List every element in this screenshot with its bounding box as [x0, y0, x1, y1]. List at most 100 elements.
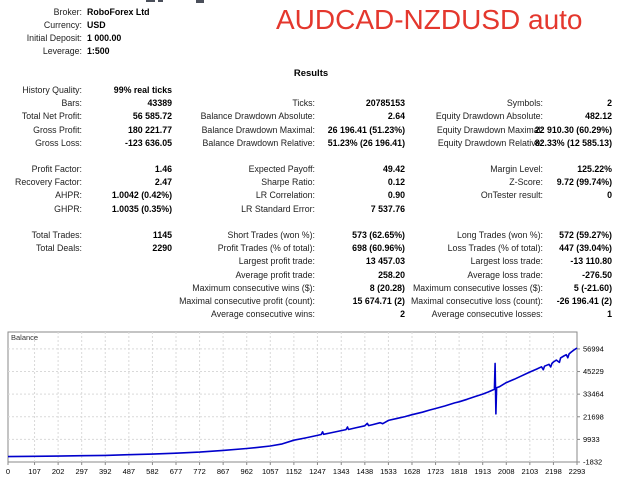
x-tick-label: 867 — [217, 467, 230, 476]
result-value: 1.0042 (0.42%) — [111, 190, 172, 201]
result-value: 7 537.76 — [370, 203, 405, 214]
result-label: Maximal consecutive profit (count): — [179, 295, 315, 306]
result-value: 99% real ticks — [113, 85, 172, 95]
result-value: 49.42 — [382, 164, 405, 174]
result-label: Total Net Profit: — [21, 111, 82, 122]
account-info-label: Broker: — [53, 7, 82, 17]
result-value — [82, 255, 172, 268]
result-value: 0 — [607, 190, 612, 201]
x-tick-label: 0 — [6, 467, 10, 476]
result-value: 258.20 — [378, 269, 405, 280]
result-label: Maximum consecutive wins ($): — [192, 282, 315, 293]
result-value: 2.47 — [154, 177, 172, 188]
result-value — [82, 269, 172, 282]
result-label: Balance Drawdown Maximal: — [201, 124, 315, 135]
results-group-profit: History Quality: 99% real ticks Bars: 43389… — [0, 84, 612, 150]
result-value — [543, 203, 612, 216]
result-label: Average consecutive losses: — [431, 309, 543, 320]
result-label: Equity Drawdown Relative: — [437, 137, 543, 148]
result-value — [315, 84, 405, 97]
result-label: Expected Payoff: — [248, 164, 315, 174]
result-label: Profit Trades (% of total): — [217, 243, 315, 254]
account-info-row: Currency: USD — [0, 19, 300, 32]
result-label: Average profit trade: — [235, 269, 315, 280]
result-value: -123 636.05 — [125, 137, 172, 148]
x-tick-label: 962 — [240, 467, 253, 476]
result-label: Total Trades: — [31, 230, 82, 240]
result-value: -276.50 — [582, 269, 612, 280]
result-label — [0, 269, 82, 282]
result-label: Margin Level: — [490, 164, 543, 174]
result-value: -26 196.41 (2) — [556, 295, 612, 306]
x-tick-label: 1152 — [286, 467, 302, 476]
account-info-label: Currency: — [43, 20, 82, 30]
x-tick-label: 1247 — [309, 467, 326, 476]
x-tick-label: 297 — [75, 467, 88, 476]
result-label: Long Trades (won %): — [456, 230, 543, 240]
result-label: GHPR: — [54, 203, 82, 214]
result-value: 698 (60.96%) — [352, 243, 405, 254]
x-tick-label: 582 — [146, 467, 159, 476]
result-value: 20785153 — [365, 98, 405, 109]
result-label — [0, 308, 82, 321]
result-label: Equity Drawdown Absolute: — [435, 111, 543, 122]
result-label: Equity Drawdown Maximal: — [436, 124, 543, 135]
result-value: 572 (59.27%) — [559, 230, 612, 240]
result-label: LR Standard Error: — [241, 203, 315, 214]
result-value: 1 — [607, 309, 612, 320]
result-label: Short Trades (won %): — [227, 230, 315, 240]
x-tick-label: 1343 — [333, 467, 350, 476]
result-value: 43389 — [147, 98, 172, 109]
results-heading: Results — [293, 68, 329, 79]
y-tick-label: 21698 — [583, 412, 604, 421]
result-label: Gross Loss: — [35, 137, 82, 148]
result-value: 51.23% (26 196.41) — [327, 137, 405, 148]
result-label — [0, 295, 82, 308]
balance-chart: 0 107 202 297 392 487 582 677 772 867 962 1057 1152 1… — [0, 330, 640, 480]
result-value: 13 457.03 — [365, 256, 405, 267]
account-info-row: Broker: RoboForex Ltd — [0, 6, 300, 19]
result-value: 447 (39.04%) — [559, 243, 612, 254]
result-label: Maximal consecutive loss (count): — [410, 295, 543, 306]
balance-line — [7, 347, 578, 458]
result-value: 573 (62.65%) — [352, 230, 405, 240]
y-tick-label: 33464 — [583, 390, 604, 399]
result-value: -13 110.80 — [570, 256, 612, 267]
result-value — [82, 282, 172, 295]
result-value: 9.72 (99.74%) — [556, 177, 612, 188]
result-label: Average loss trade: — [467, 269, 543, 280]
result-label: Recovery Factor: — [15, 177, 82, 188]
result-value: 1145 — [152, 230, 172, 240]
result-value: 2 — [400, 309, 405, 320]
result-label — [0, 282, 82, 295]
result-label: AHPR: — [55, 190, 82, 201]
x-tick-label: 2293 — [569, 467, 586, 476]
x-tick-label: 392 — [99, 467, 112, 476]
balance-chart-svg: 0 107 202 297 392 487 582 677 772 867 962 1057 1152 1… — [6, 331, 604, 476]
results-group-trades: Total Trades: 1145 Short Trades (won %): 57… — [0, 229, 612, 321]
y-tick-label: -1832 — [583, 458, 602, 467]
result-label: Total Deals: — [36, 243, 82, 254]
x-tick-label: 202 — [52, 467, 65, 476]
result-label: Sharpe Ratio: — [261, 177, 315, 188]
result-value: 2290 — [152, 243, 172, 254]
x-tick-label: 1438 — [356, 467, 373, 476]
result-value: 26 196.41 (51.23%) — [327, 124, 405, 135]
y-tick-label: 45229 — [583, 367, 604, 376]
account-info-value: RoboForex Ltd — [87, 7, 150, 17]
result-value: 82.33% (12 585.13) — [534, 137, 612, 148]
result-label: Average consecutive wins: — [211, 309, 315, 320]
result-value: 180 221.77 — [127, 124, 172, 135]
result-value: 0.12 — [387, 177, 405, 188]
result-label: Ticks: — [292, 98, 315, 109]
result-label: Profit Factor: — [31, 164, 82, 174]
result-value: 125.22% — [577, 164, 612, 174]
results-group-ratios: Profit Factor: 1.46 Expected Payoff: 49.42 M… — [0, 163, 612, 216]
x-tick-label: 107 — [28, 467, 41, 476]
account-info-value: 1:500 — [87, 46, 110, 56]
result-value: 56 585.72 — [132, 111, 172, 122]
x-tick-label: 1628 — [404, 467, 421, 476]
result-label: Balance Drawdown Relative: — [202, 137, 315, 148]
result-label: Gross Profit: — [33, 124, 82, 135]
